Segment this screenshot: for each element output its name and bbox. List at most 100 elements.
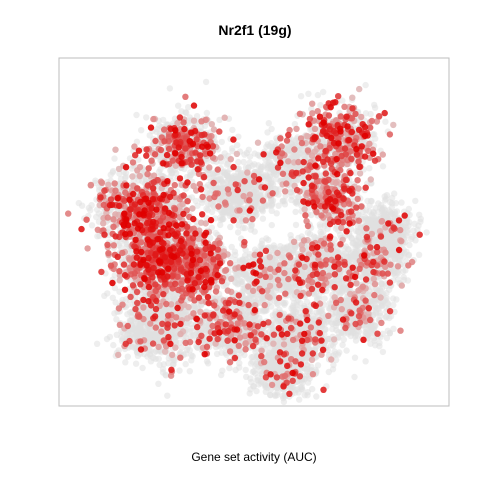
cell-point: [202, 78, 210, 86]
cell-point: [405, 252, 412, 259]
cell-point: [355, 211, 362, 218]
cell-point: [251, 246, 259, 253]
plot-frame: [58, 57, 450, 407]
cell-point: [155, 168, 163, 176]
cell-point: [295, 194, 302, 201]
cell-point: [284, 243, 291, 250]
cell-point: [197, 123, 205, 131]
cell-point: [175, 102, 182, 109]
cell-point: [275, 202, 282, 209]
cell-point: [96, 186, 103, 194]
cell-point: [228, 243, 235, 251]
cell-point: [229, 126, 236, 134]
cell-point: [219, 216, 226, 223]
cell-point: [400, 273, 407, 281]
cell-point: [362, 110, 370, 117]
cell-point: [222, 281, 230, 289]
cell-point: [415, 251, 423, 258]
cell-point: [228, 174, 235, 181]
cell-point: [382, 118, 389, 125]
cell-point: [339, 97, 346, 104]
cell-point: [133, 138, 141, 145]
cell-point: [138, 127, 145, 134]
cell-point: [194, 202, 201, 209]
cell-point: [304, 229, 312, 236]
cell-point: [398, 199, 405, 206]
cell-point: [338, 275, 345, 283]
cell-point: [112, 299, 119, 306]
cell-point: [122, 359, 129, 366]
cell-point: [178, 344, 185, 351]
cell-point: [400, 268, 407, 275]
cell-point: [265, 202, 273, 209]
cell-point: [203, 189, 211, 197]
cell-point: [354, 228, 362, 235]
cell-point: [385, 207, 392, 214]
cell-point: [116, 288, 123, 295]
cell-point: [400, 246, 407, 254]
cell-point: [297, 93, 305, 100]
cell-point: [369, 221, 376, 228]
cell-point: [182, 360, 189, 368]
cell-point: [176, 367, 183, 374]
cell-point: [288, 140, 295, 148]
cell-point: [395, 232, 403, 239]
cell-point: [109, 294, 117, 301]
cell-point: [235, 165, 242, 172]
cell-point: [124, 353, 131, 360]
cell-point: [278, 254, 285, 261]
cell-point: [391, 269, 398, 276]
cell-point: [415, 222, 422, 229]
cell-point: [237, 171, 244, 178]
cell-point: [290, 247, 298, 254]
cell-point: [223, 161, 230, 168]
cell-point: [243, 149, 250, 157]
cell-point: [367, 197, 375, 205]
cell-point: [348, 235, 355, 242]
cell-point: [166, 85, 174, 92]
cell-point: [410, 227, 417, 234]
cell-point: [185, 104, 192, 111]
cell-point: [207, 234, 214, 242]
cell-point: [268, 207, 275, 214]
cell-point: [96, 232, 103, 240]
cell-point: [246, 253, 253, 261]
cell-point: [111, 284, 119, 292]
cell-point: [168, 169, 175, 176]
cell-point: [317, 102, 324, 109]
cell-point: [389, 250, 397, 257]
cell-point: [235, 272, 242, 279]
cell-point: [239, 224, 246, 232]
cell-point: [239, 256, 246, 263]
cell-point: [270, 242, 278, 249]
cell-point: [362, 207, 370, 214]
cell-point: [88, 222, 96, 229]
cell-point: [287, 189, 295, 196]
cell-point: [259, 206, 266, 213]
cell-point: [394, 276, 402, 283]
cell-point: [273, 210, 280, 217]
cell-point: [292, 208, 299, 216]
cell-point: [218, 138, 225, 146]
cell-point: [253, 211, 260, 218]
cell-point: [294, 176, 302, 183]
cell-point: [352, 169, 359, 176]
cell-point: [258, 240, 265, 247]
cell-point: [268, 221, 275, 229]
cell-point: [276, 185, 284, 193]
cell-point: [373, 236, 380, 244]
cell-point: [305, 90, 312, 98]
cell-point: [135, 156, 142, 163]
cell-point: [122, 169, 130, 177]
cell-point: [371, 104, 379, 111]
cell-point: [164, 392, 171, 399]
cell-point: [412, 197, 419, 205]
cell-point: [227, 223, 234, 231]
cell-point: [334, 248, 342, 255]
cell-point: [208, 208, 216, 216]
cell-point: [265, 120, 272, 127]
cell-point: [216, 172, 223, 179]
cell-point: [117, 244, 125, 252]
cell-point: [268, 163, 275, 170]
cell-point: [417, 215, 424, 222]
